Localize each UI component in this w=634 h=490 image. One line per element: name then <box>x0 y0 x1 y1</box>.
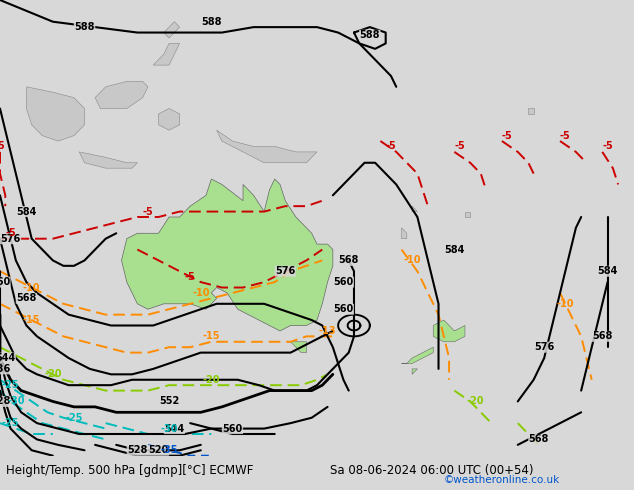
Text: 560: 560 <box>0 277 10 287</box>
Text: 528: 528 <box>127 445 148 455</box>
Text: 536: 536 <box>0 364 10 374</box>
Text: 560: 560 <box>333 277 354 287</box>
Text: -30: -30 <box>160 423 178 434</box>
Polygon shape <box>412 369 417 374</box>
Text: 568: 568 <box>592 331 612 342</box>
Text: 552: 552 <box>159 396 179 406</box>
Text: -5: -5 <box>143 207 153 217</box>
Text: -35: -35 <box>160 445 178 455</box>
Text: 528: 528 <box>0 396 10 406</box>
Text: -25: -25 <box>65 413 82 423</box>
Text: -10: -10 <box>192 288 209 298</box>
Text: -10: -10 <box>23 283 41 293</box>
Text: 568: 568 <box>339 255 359 266</box>
Text: 588: 588 <box>74 22 95 32</box>
Text: -5: -5 <box>385 142 396 151</box>
Text: -20: -20 <box>467 396 484 406</box>
Text: 568: 568 <box>16 294 37 303</box>
Polygon shape <box>79 152 138 168</box>
Text: Height/Temp. 500 hPa [gdmp][°C] ECMWF: Height/Temp. 500 hPa [gdmp][°C] ECMWF <box>6 464 254 477</box>
Text: ©weatheronline.co.uk: ©weatheronline.co.uk <box>444 475 560 485</box>
Text: 576: 576 <box>275 266 295 276</box>
Polygon shape <box>433 320 465 342</box>
Text: -5: -5 <box>602 142 613 151</box>
Text: 520: 520 <box>148 445 169 455</box>
Text: -5: -5 <box>502 131 512 141</box>
Text: Sa 08-06-2024 06:00 UTC (00+54): Sa 08-06-2024 06:00 UTC (00+54) <box>330 464 533 477</box>
Polygon shape <box>412 206 417 212</box>
Polygon shape <box>401 228 407 239</box>
Text: -25: -25 <box>2 380 19 390</box>
Text: 584: 584 <box>597 266 618 276</box>
Text: 576: 576 <box>534 342 554 352</box>
Polygon shape <box>122 179 333 331</box>
Text: -15: -15 <box>23 315 41 325</box>
Polygon shape <box>465 212 470 217</box>
Polygon shape <box>164 22 179 38</box>
Text: -30: -30 <box>7 396 25 406</box>
Text: 560: 560 <box>333 304 354 314</box>
Text: 576: 576 <box>1 234 21 244</box>
Text: -20: -20 <box>203 375 220 385</box>
Polygon shape <box>153 44 179 65</box>
Text: -20: -20 <box>44 369 61 379</box>
Text: -25: -25 <box>2 418 19 428</box>
Polygon shape <box>401 347 433 364</box>
Text: 544: 544 <box>0 353 15 363</box>
Polygon shape <box>217 130 317 163</box>
Text: -5: -5 <box>0 142 5 151</box>
Polygon shape <box>158 108 179 130</box>
Text: -13: -13 <box>319 326 336 336</box>
Polygon shape <box>528 108 534 114</box>
Text: -5: -5 <box>455 142 465 151</box>
Text: 584: 584 <box>16 207 37 217</box>
Text: 588: 588 <box>359 30 380 40</box>
Text: -10: -10 <box>403 255 421 266</box>
Text: 544: 544 <box>164 423 184 434</box>
Text: 584: 584 <box>444 245 465 254</box>
Text: -10: -10 <box>557 299 574 309</box>
Text: 568: 568 <box>529 435 549 444</box>
Polygon shape <box>95 81 148 108</box>
Polygon shape <box>27 87 84 141</box>
Text: -5: -5 <box>185 271 195 282</box>
Text: -15: -15 <box>203 331 220 342</box>
Text: 560: 560 <box>223 423 243 434</box>
Text: -5: -5 <box>5 228 16 238</box>
Text: 588: 588 <box>201 17 222 26</box>
Text: -5: -5 <box>560 131 571 141</box>
Polygon shape <box>290 342 306 353</box>
